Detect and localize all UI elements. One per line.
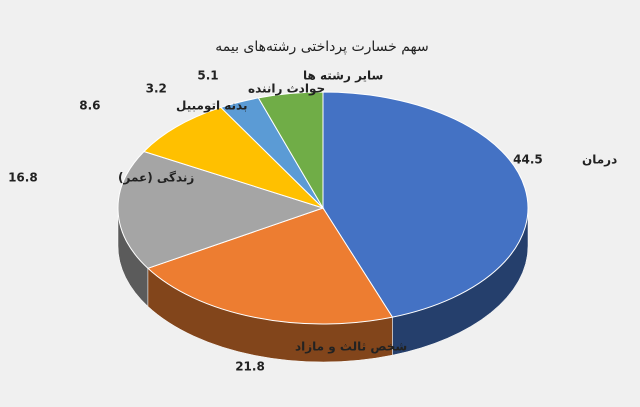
data-label-name: سایر رشته ها: [303, 69, 383, 83]
data-label-name: حوادث راننده: [248, 82, 325, 97]
data-label-name: بدنه اتومبیل: [176, 99, 247, 114]
slice: [257, 91, 324, 210]
slice: [146, 207, 394, 325]
data-label-name: شخص ثالث و مازاد: [295, 340, 407, 355]
data-label-value: 16.8: [8, 171, 38, 185]
data-label-name: درمان: [582, 153, 617, 167]
data-label-value: 8.6: [79, 99, 100, 113]
data-label-value: 21.8: [235, 360, 265, 374]
slice: [322, 91, 529, 318]
data-label-name: زندگی (عمر): [118, 171, 194, 185]
data-label-value: 5.1: [197, 69, 218, 83]
slice: [143, 106, 324, 209]
slice: [117, 150, 325, 269]
chart-title: سهم خسارت پرداختی رشته‌های بیمه: [215, 39, 429, 55]
data-label-value: 3.2: [146, 82, 167, 96]
data-label-value: 44.5: [513, 153, 543, 167]
